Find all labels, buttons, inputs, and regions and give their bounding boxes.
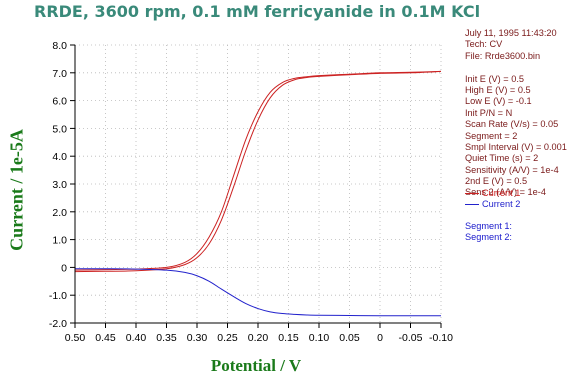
x-tick-label: 0.30 — [187, 332, 208, 344]
y-tick-label: 5.0 — [52, 123, 67, 135]
x-tick-label: 0.45 — [95, 332, 116, 344]
y-tick-label: 6.0 — [52, 96, 67, 108]
y-tick-label: 0 — [61, 262, 67, 274]
chart-legend: Current 1 Current 2 — [465, 188, 520, 210]
y-tick-label: 3.0 — [52, 179, 67, 191]
info-line: Smpl Interval (V) = 0.001 — [465, 141, 567, 152]
info-line — [465, 62, 567, 73]
y-tick-label: 8.0 — [52, 40, 67, 52]
info-line: Scan Rate (V/s) = 0.05 — [465, 119, 559, 130]
y-tick-label: 2.0 — [52, 207, 67, 219]
y-tick-label: 4.0 — [52, 151, 67, 163]
x-tick-label: 0.15 — [278, 332, 299, 344]
info-line: Segment = 2 — [465, 130, 518, 141]
legend-item-current-1: Current 1 — [465, 188, 520, 199]
legend-label-current-2: Current 2 — [482, 199, 521, 210]
x-axis-label: Potential / V — [210, 356, 302, 375]
segment-2-label: Segment 2: — [465, 232, 512, 243]
x-tick-label: 0.35 — [156, 332, 177, 344]
y-tick-label: 1.0 — [52, 235, 67, 247]
experiment-info-panel: July 11, 1995 11:43:20 Tech: CV File: Rrde… — [465, 28, 567, 199]
y-tick-label: -2.0 — [49, 318, 67, 330]
info-line: 2nd E (V) = 0.5 — [465, 176, 528, 187]
info-line: File: Rrde3600.bin — [465, 50, 541, 61]
legend-swatch-current-2 — [465, 204, 479, 206]
info-line: July 11, 1995 11:43:20 — [465, 28, 557, 38]
x-tick-label: 0.50 — [65, 332, 86, 344]
x-tick-label: 0.40 — [126, 332, 147, 344]
info-line: Low E (V) = -0.1 — [465, 96, 532, 107]
segment-1-label: Segment 1: — [465, 221, 512, 231]
x-tick-label: -0.05 — [399, 332, 423, 344]
info-line: Quiet Time (s) = 2 — [465, 153, 539, 164]
y-tick-label: 7.0 — [52, 68, 67, 80]
segments-panel: Segment 1: Segment 2: — [465, 221, 512, 243]
series-line-1 — [74, 70, 442, 273]
x-tick-label: 0.10 — [309, 332, 330, 344]
info-line: Init P/N = N — [465, 107, 513, 118]
chart-title: RRDE, 3600 rpm, 0.1 mM ferricyanide in 0… — [34, 2, 481, 21]
info-line: Sens 2 (A/V) = 1e-4 — [465, 187, 546, 198]
x-tick-label: -0.10 — [429, 332, 453, 344]
x-tick-label: 0 — [377, 332, 383, 344]
series-line-2 — [74, 70, 442, 271]
series-line-3 — [74, 268, 441, 317]
x-tick-label: 0.05 — [339, 332, 360, 344]
info-line: Init E (V) = 0.5 — [465, 73, 524, 84]
legend-swatch-current-1 — [465, 193, 479, 195]
info-line: Tech: CV — [465, 39, 503, 50]
info-line: Sensitivity (A/V) = 1e-4 — [465, 164, 559, 175]
x-tick-label: 0.20 — [248, 332, 269, 344]
x-tick-label: 0.25 — [217, 332, 238, 344]
info-line: High E (V) = 0.5 — [465, 84, 531, 95]
legend-label-current-1: Current 1 — [482, 188, 521, 198]
y-tick-label: -1.0 — [49, 290, 67, 302]
legend-item-current-2: Current 2 — [465, 199, 520, 210]
